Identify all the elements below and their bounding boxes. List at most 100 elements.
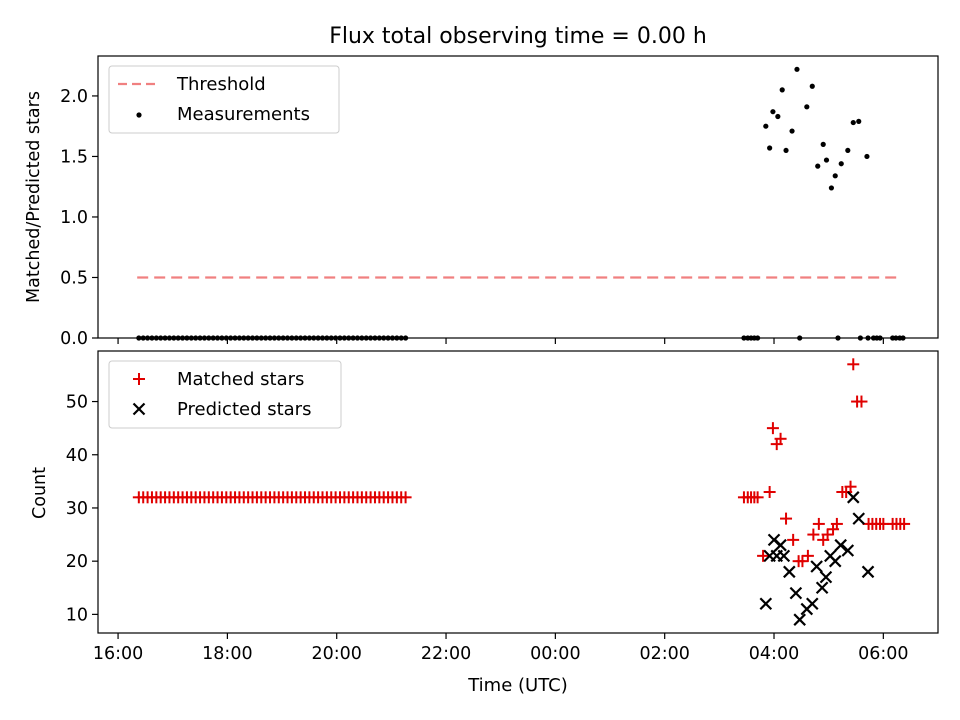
matched-star-point <box>751 491 764 504</box>
predicted-star-point <box>815 581 829 595</box>
measurement-point <box>276 335 282 341</box>
predicted-star-point <box>861 565 875 579</box>
measurement-point <box>402 335 409 341</box>
measurement-point <box>341 335 347 341</box>
bottom-plot-frame <box>97 350 939 634</box>
measurement-point <box>144 335 151 341</box>
measurement-point <box>775 113 781 120</box>
y-tick-label: 30 <box>66 499 88 519</box>
bottom-legend: Matched stars Predicted stars <box>108 360 342 429</box>
measurement-point <box>158 335 164 341</box>
matched-star-point <box>830 517 843 530</box>
y-tick-label: 1.5 <box>60 147 88 167</box>
predicted-star-point <box>828 554 842 568</box>
predicted-star-point <box>852 512 866 525</box>
legend-matched-swatch <box>133 373 145 385</box>
measurement-point <box>315 335 321 341</box>
measurement-point <box>376 335 382 341</box>
matched-star-point <box>774 432 787 445</box>
measurement-point <box>328 335 334 341</box>
top-legend: Threshold Measurements <box>108 65 340 134</box>
measurement-point <box>877 335 883 341</box>
matched-star-point <box>855 395 868 408</box>
measurement-point <box>219 335 225 341</box>
measurement-point <box>337 335 343 341</box>
predicted-star-point <box>777 549 791 563</box>
measurement-point <box>900 335 906 341</box>
measurement-point <box>267 335 273 341</box>
y-tick-label: 20 <box>66 552 88 572</box>
measurement-point <box>140 335 146 341</box>
measurement-point <box>381 335 387 341</box>
measurement-point <box>741 335 747 341</box>
measurement-point <box>350 335 356 341</box>
measurement-point <box>763 123 769 129</box>
predicted-star-point <box>841 544 855 557</box>
measurement-point <box>385 335 391 341</box>
measurement-point <box>783 147 789 154</box>
matched-star-point <box>757 549 770 562</box>
y-tick-label: 2.0 <box>60 87 88 107</box>
measurement-point <box>770 109 776 115</box>
measurement-point <box>809 83 815 89</box>
legend-predicted-marker <box>132 402 146 416</box>
measurement-point <box>354 335 361 341</box>
measurement-point <box>210 335 216 341</box>
measurement-point <box>311 335 317 341</box>
matched-star-point <box>780 512 793 525</box>
legend-threshold-label: Threshold <box>176 74 266 95</box>
measurement-point <box>184 335 190 341</box>
measurement-point <box>188 335 194 341</box>
measurement-point <box>197 335 203 341</box>
x-tick-label: 20:00 <box>311 644 361 664</box>
measurement-point <box>280 335 286 341</box>
measurement-point <box>838 161 844 167</box>
legend-matched-label: Matched stars <box>177 369 304 390</box>
x-tick-label: 06:00 <box>858 644 908 664</box>
bottom-y-axis-label: Count <box>30 467 50 519</box>
measurement-point <box>815 163 821 169</box>
predicted-star-point <box>846 491 860 504</box>
y-tick-label: 0.5 <box>60 268 88 288</box>
x-tick-label: 04:00 <box>749 644 799 664</box>
x-tick-label: 00:00 <box>530 644 580 664</box>
matched-star-point <box>763 486 776 498</box>
predicted-star-point <box>793 613 806 626</box>
measurement-point <box>136 335 142 341</box>
measurement-point <box>298 335 304 341</box>
x-axis-label: Time (UTC) <box>467 675 568 696</box>
panel-top: 0.00.51.01.52.0 Matched/Predicted stars … <box>24 55 939 349</box>
predicted-star-point <box>810 560 823 573</box>
measurement-point <box>845 147 851 154</box>
measurement-point <box>389 335 396 341</box>
bottom-count-points <box>132 358 911 626</box>
x-tick-label: 16:00 <box>93 644 143 664</box>
measurement-point <box>258 335 264 341</box>
measurement-point <box>857 335 863 341</box>
measurement-point <box>767 145 773 151</box>
measurement-point <box>166 335 173 341</box>
predicted-star-point <box>759 597 773 611</box>
measurement-point <box>372 335 378 341</box>
measurement-point <box>171 335 177 341</box>
matched-star-point <box>399 491 412 504</box>
measurement-point <box>179 335 186 341</box>
measurement-point <box>245 335 251 341</box>
measurement-point <box>162 335 168 341</box>
measurement-point <box>363 335 369 341</box>
measurement-point <box>289 335 295 341</box>
measurement-point <box>864 153 870 160</box>
matched-star-point <box>787 533 800 546</box>
measurement-point <box>249 335 256 341</box>
y-tick-label: 40 <box>66 446 88 466</box>
measurement-point <box>241 335 247 341</box>
measurement-point <box>359 335 365 341</box>
measurement-point <box>206 335 212 341</box>
top-measurement-points <box>136 66 906 341</box>
measurement-point <box>333 335 339 341</box>
y-tick-label: 50 <box>66 393 88 413</box>
figure-title: Flux total observing time = 0.00 h <box>329 24 707 49</box>
measurement-point <box>175 335 181 341</box>
measurement-point <box>236 335 243 341</box>
matched-star-point <box>807 528 820 541</box>
